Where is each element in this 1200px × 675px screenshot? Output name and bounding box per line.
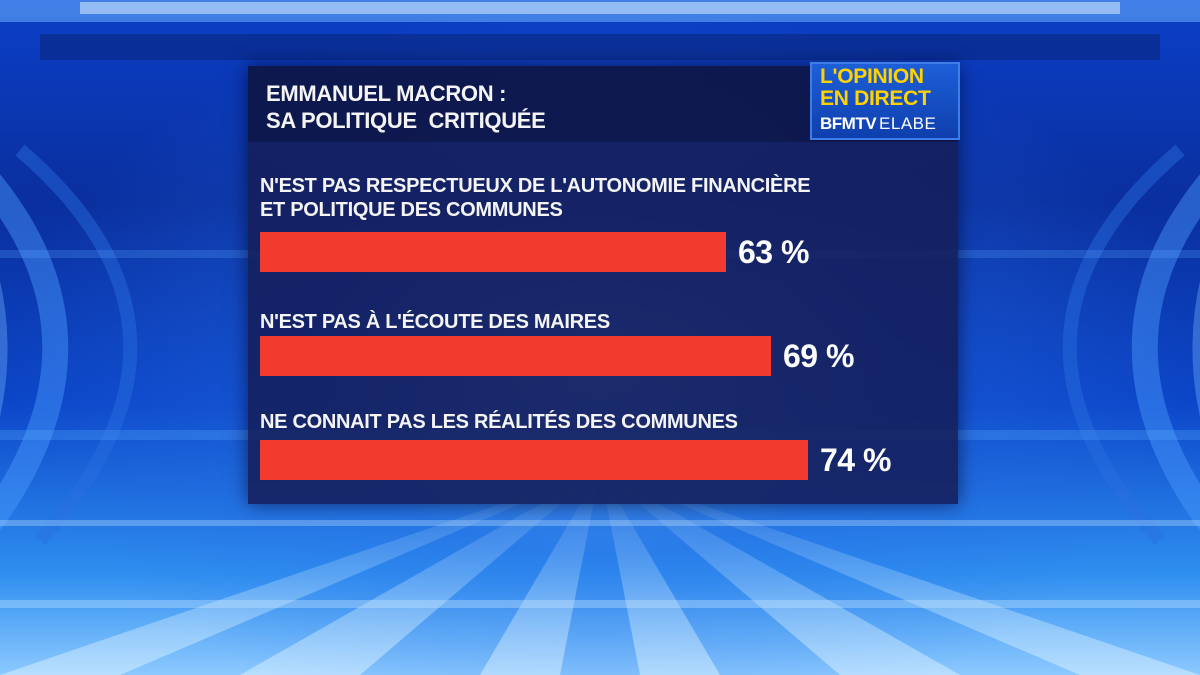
poll-panel: EMMANUEL MACRON : SA POLITIQUE CRITIQUÉE… [248, 62, 960, 504]
logo-line-1: L'OPINION [820, 65, 924, 88]
opinion-en-direct-logo: L'OPINION EN DIRECT BFMTV ELABE [810, 62, 960, 140]
category-label-1: N'EST PAS RESPECTUEUX DE L'AUTONOMIE FIN… [260, 174, 940, 222]
category-label-2-line-1: N'EST PAS À L'ÉCOUTE DES MAIRES [260, 311, 610, 333]
chart-title-line-1: EMMANUEL MACRON : [266, 81, 507, 106]
category-label-3-line-1: NE CONNAIT PAS LES RÉALITÉS DES COMMUNES [260, 411, 738, 433]
bar-value-label-1: 63 % [738, 234, 809, 270]
bar-2 [260, 336, 771, 376]
logo-brand-bfmtv: BFMTV [820, 114, 877, 133]
category-label-1-line-1: N'EST PAS RESPECTUEUX DE L'AUTONOMIE FIN… [260, 175, 811, 197]
logo-line-2: EN DIRECT [820, 87, 931, 110]
bar-1 [260, 232, 726, 272]
chart-title: EMMANUEL MACRON : SA POLITIQUE CRITIQUÉE [266, 80, 806, 134]
category-label-1-line-2: ET POLITIQUE DES COMMUNES [260, 199, 563, 221]
logo-brand-elabe: ELABE [879, 114, 937, 133]
bar-value-label-3: 74 % [820, 442, 891, 478]
bar-3 [260, 440, 808, 480]
logo-brand: BFMTV ELABE [820, 114, 936, 134]
category-label-3: NE CONNAIT PAS LES RÉALITÉS DES COMMUNES [260, 410, 940, 434]
chart-title-line-2: SA POLITIQUE CRITIQUÉE [266, 108, 546, 133]
category-label-2: N'EST PAS À L'ÉCOUTE DES MAIRES [260, 310, 940, 334]
bar-value-label-2: 69 % [783, 338, 854, 374]
